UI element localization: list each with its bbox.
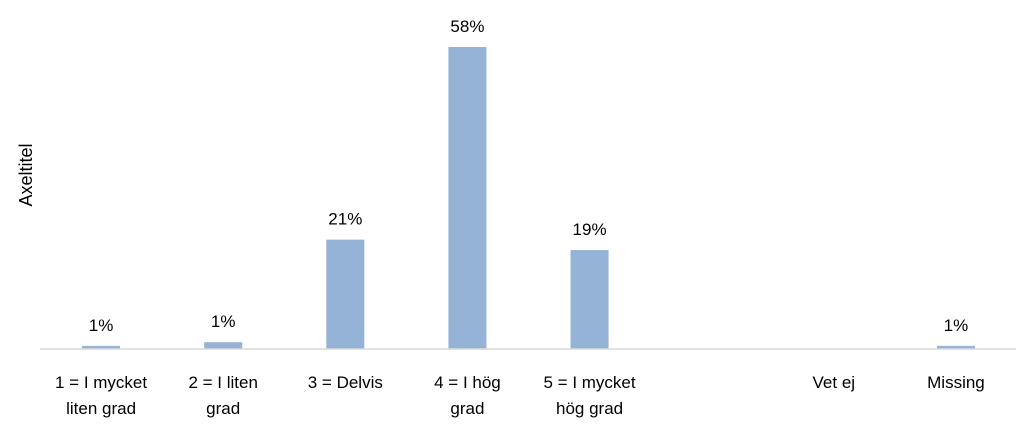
data-label-2: 1% [211,312,236,331]
x-tick-label-4: 4 = I hög grad [434,373,501,418]
bar-5 [570,250,609,349]
x-tick-label-7: Vet ej [813,373,856,392]
y-axis-label: Axeltitel [16,143,36,206]
bars-group [82,47,975,349]
bar-3 [326,239,365,349]
bar-2 [204,342,243,349]
data-label-4: 58% [450,17,484,36]
x-tick-label-5: 5 = I mycket hög grad [544,373,636,418]
data-labels: 1% 1% 21% 58% 19% 1% [89,17,968,335]
bar-4 [448,47,487,349]
bar-1 [82,345,121,349]
x-tick-label-1: 1 = I mycket liten grad [55,373,147,418]
x-tick-label-2: 2 = I liten grad [188,373,257,418]
x-tick-label-8: Missing [927,373,985,392]
data-label-8: 1% [944,316,969,335]
data-label-3: 21% [328,210,362,229]
data-label-1: 1% [89,316,114,335]
data-label-5: 19% [573,220,607,239]
bar-8 [936,345,975,349]
x-tick-labels: 1 = I mycket liten grad 2 = I liten grad 3 =… [55,373,985,418]
x-tick-label-3: 3 = Delvis [308,373,383,392]
